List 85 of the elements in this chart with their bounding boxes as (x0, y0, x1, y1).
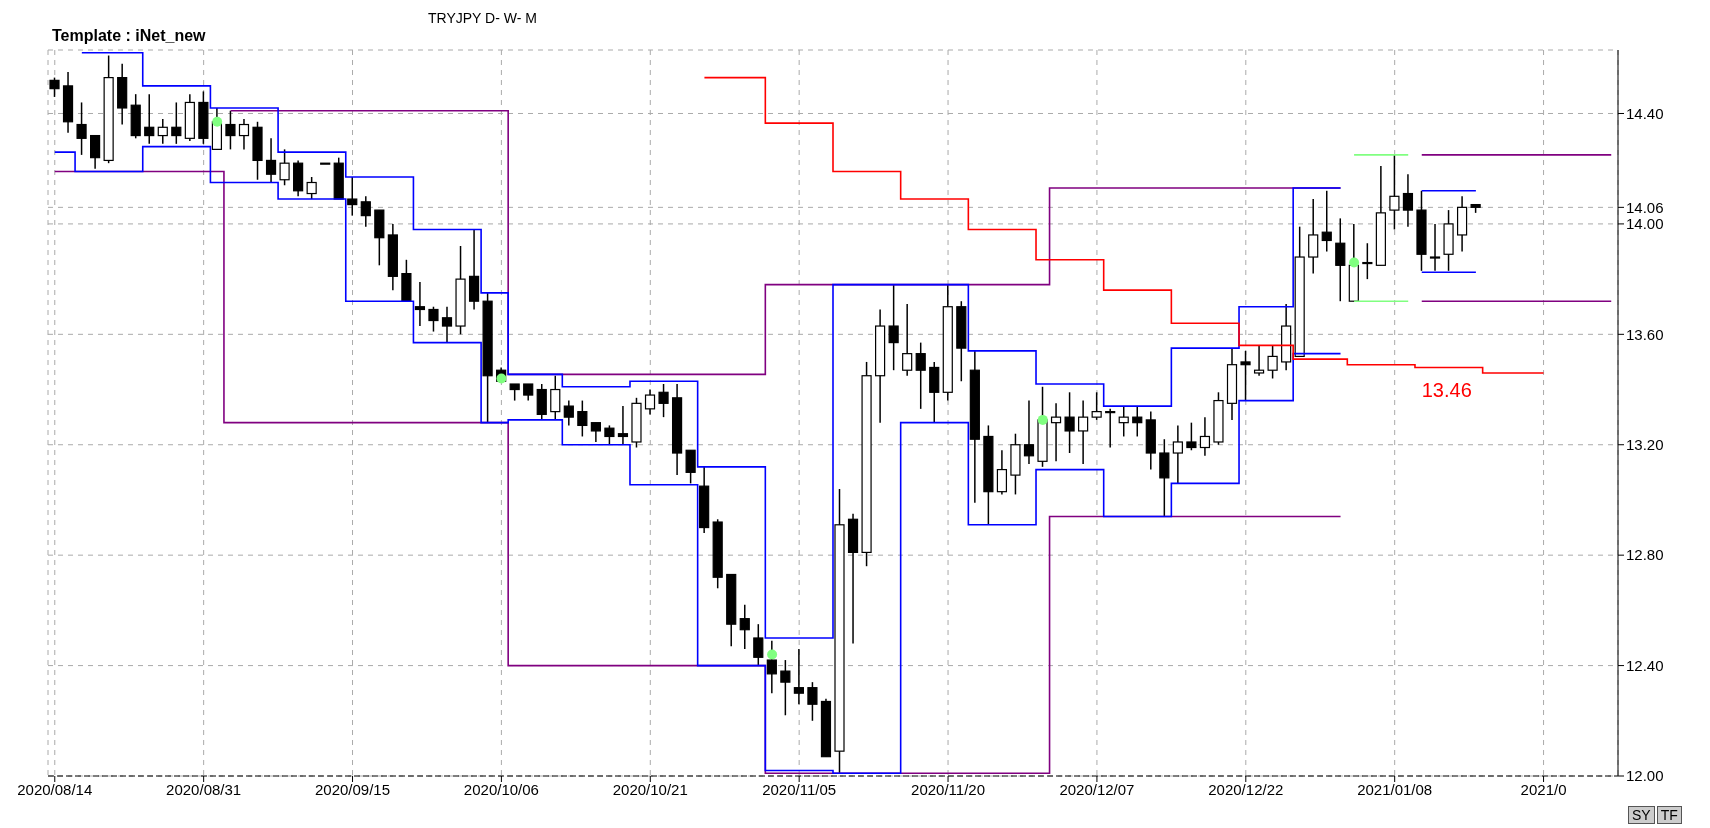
candlestick (563, 399, 574, 427)
candlestick (279, 148, 290, 187)
candlestick (1186, 421, 1197, 452)
candlestick (807, 681, 818, 722)
x-tick-label: 2020/10/21 (612, 780, 688, 798)
point (212, 116, 223, 127)
candlestick (1429, 223, 1441, 272)
candlestick (76, 101, 87, 156)
candlestick (1335, 217, 1346, 302)
candlestick (1105, 408, 1116, 449)
x-tick-label: 2020/11/05 (762, 780, 837, 798)
candlestick (1023, 399, 1035, 465)
candlestick (753, 623, 764, 667)
y-tick-label: 13.60 (1626, 325, 1664, 343)
y-tick-label: 13.20 (1626, 436, 1664, 454)
candlestick (1199, 416, 1211, 457)
candlestick (1362, 242, 1373, 280)
candlestick (171, 101, 182, 145)
point (1037, 414, 1048, 425)
x-tick-label: 2020/11/20 (911, 780, 986, 798)
candlestick (1172, 424, 1183, 485)
y-tick-label: 12.00 (1626, 767, 1664, 785)
point (1349, 257, 1360, 268)
candlestick (644, 388, 656, 416)
candlestick (780, 659, 791, 717)
candlestick (414, 281, 426, 327)
candlestick (1050, 402, 1062, 463)
y-tick-label: 14.40 (1626, 104, 1664, 122)
candlestick (590, 421, 601, 443)
candlestick (1253, 344, 1265, 377)
candlestick (1240, 350, 1251, 402)
candlestick (793, 648, 804, 705)
candlestick (1389, 154, 1400, 231)
annotation: 13.46 (1421, 378, 1472, 402)
x-tick-label: 2020/08/14 (17, 780, 93, 798)
candlestick (1078, 399, 1089, 465)
candlestick (550, 374, 561, 421)
point (496, 373, 507, 384)
y-tick-label: 14.06 (1626, 198, 1664, 216)
x-tick-label: 2020/08/31 (166, 780, 242, 798)
candlestick (1402, 173, 1414, 228)
candlestick (360, 195, 371, 228)
candlestick (658, 383, 669, 418)
candlestick (685, 449, 696, 485)
candlestick (1118, 405, 1129, 438)
candlestick (604, 424, 615, 446)
x-tick-label: 2020/09/15 (314, 780, 391, 798)
x-tick-label: 2020/10/06 (463, 780, 539, 798)
candlestick (739, 604, 750, 650)
candlestick (1308, 198, 1319, 275)
candlestick (888, 283, 899, 371)
candlestick (90, 134, 101, 170)
candlestick (144, 93, 155, 145)
chart-title: TRYJPY D- W- M (428, 10, 537, 26)
candlestick (225, 109, 236, 151)
candlestick (238, 118, 250, 151)
point (767, 649, 778, 660)
candlestick (428, 305, 439, 333)
text: TF (1656, 806, 1682, 824)
candlestick (915, 341, 926, 410)
candlestick (441, 305, 453, 344)
text: SY (1628, 806, 1655, 824)
text: Template : iNet_new (52, 27, 206, 45)
y-tick-label: 12.80 (1626, 546, 1664, 564)
candlestick (577, 399, 588, 438)
y-tick-label: 14.00 (1626, 215, 1664, 233)
y-tick-label: 12.40 (1626, 656, 1664, 674)
candlestick (1132, 405, 1143, 438)
candlestick (49, 76, 60, 98)
candlestick (1091, 391, 1102, 421)
candlestick (902, 303, 913, 377)
candlestick (996, 449, 1008, 496)
candlestick (1267, 344, 1278, 380)
candlestick (306, 176, 317, 200)
x-tick-label: 2020/12/22 (1208, 780, 1284, 798)
x-tick-label: 2020/12/07 (1059, 780, 1135, 798)
candlestick (1064, 391, 1075, 454)
x-tick-label: 2021/0 (1520, 780, 1567, 798)
candlestick (766, 639, 777, 694)
candlestick (617, 405, 629, 446)
x-tick-label: 2021/01/08 (1357, 780, 1433, 798)
candlestick (1321, 190, 1332, 253)
candlestick (347, 176, 358, 217)
candlestick (157, 118, 168, 145)
candlestick (265, 137, 277, 184)
